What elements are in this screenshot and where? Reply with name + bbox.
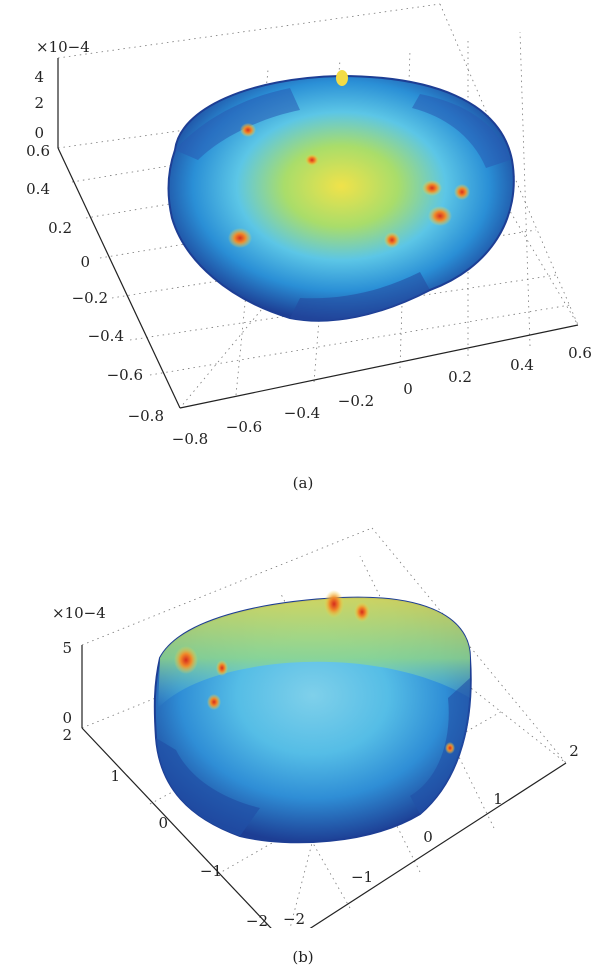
surface-plot-b: ×10−4 5 0 2 1 0 −1 −2 −2 −1 0 1 2 (b) — [0, 488, 606, 974]
plot-a-z-multiplier: ×10−4 — [36, 38, 90, 56]
plot-a-y-tick: −0.4 — [88, 327, 124, 345]
plot-a-canvas: ×10−4 4 2 0 0.6 0.4 0.2 0 −0.2 −0.4 −0.6… — [26, 3, 592, 448]
plot-a-y-tick: 0 — [80, 253, 90, 271]
plot-b-x-tick: 1 — [493, 790, 503, 808]
plot-b-x-tick: 0 — [423, 828, 433, 846]
plot-b-x-tick: −2 — [283, 910, 305, 928]
plot-b-y-tick: 1 — [110, 767, 120, 785]
plot-b-axes — [81, 645, 567, 945]
plot-a-y-tick: 0.4 — [26, 180, 50, 198]
plot-a-y-tick: −0.6 — [107, 366, 143, 384]
plot-b-y-tick: −2 — [246, 912, 268, 928]
plot-a-x-tick: −0.6 — [226, 418, 262, 436]
plot-a-z-tick: 4 — [34, 68, 44, 86]
plot-a-x-tick: 0 — [403, 380, 413, 398]
plot-b-z-tick: 5 — [62, 639, 72, 657]
plot-b-canvas: ×10−4 5 0 2 1 0 −1 −2 −2 −1 0 1 2 — [52, 527, 579, 945]
surface-plot-a: ×10−4 4 2 0 0.6 0.4 0.2 0 −0.2 −0.4 −0.6… — [0, 0, 606, 492]
plot-b-z-tick: 0 — [62, 709, 72, 727]
plot-b-y-tick: 0 — [158, 814, 168, 832]
plot-a-x-tick: 0.4 — [510, 356, 534, 374]
plot-a-z-tick: 0 — [34, 124, 44, 142]
plot-a-x-tick: −0.2 — [338, 392, 374, 410]
plot-a-y-tick: 0.6 — [26, 142, 50, 160]
plot-b-x-tick: −1 — [351, 868, 373, 886]
plot-a-x-tick: −0.8 — [172, 430, 208, 448]
plot-a-y-tick: −0.8 — [128, 407, 164, 425]
plot-b-z-multiplier: ×10−4 — [52, 604, 106, 622]
plot-a-y-tick: −0.2 — [72, 289, 108, 307]
plot-b-x-tick: 2 — [569, 742, 579, 760]
plot-a-axes — [57, 58, 579, 409]
panel-label-a: (a) — [292, 474, 314, 492]
plot-a-x-tick: 0.6 — [568, 344, 592, 362]
panel-label-b: (b) — [292, 948, 314, 966]
plot-a-z-tick: 2 — [34, 94, 44, 112]
plot-a-x-tick: −0.4 — [284, 404, 320, 422]
plot-b-y-tick: 2 — [62, 726, 72, 744]
plot-b-surface — [153, 590, 472, 844]
plot-b-y-tick: −1 — [200, 862, 222, 880]
plot-a-x-tick: 0.2 — [448, 368, 472, 386]
plot-a-surface — [167, 70, 515, 322]
plot-a-y-tick: 0.2 — [48, 219, 72, 237]
